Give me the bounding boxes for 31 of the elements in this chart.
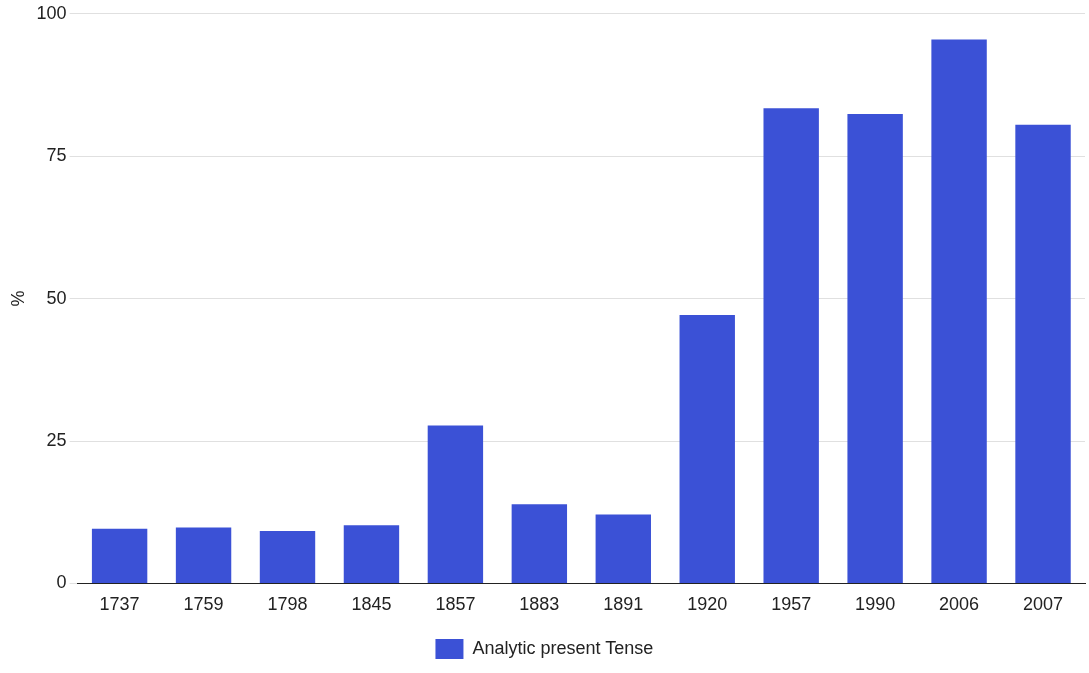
x-tick-label: 1845 bbox=[351, 594, 392, 615]
bar bbox=[679, 315, 735, 583]
bar bbox=[847, 114, 903, 583]
y-tick-label: 50 bbox=[46, 287, 67, 308]
x-tick-label: 1990 bbox=[855, 594, 896, 615]
bar bbox=[259, 531, 316, 583]
x-tick-label: 1798 bbox=[267, 594, 308, 615]
bar bbox=[91, 528, 148, 583]
y-tick-label: 75 bbox=[46, 145, 67, 166]
legend-label: Analytic present Tense bbox=[472, 637, 654, 658]
x-tick-label: 1857 bbox=[435, 594, 476, 615]
x-tick-label: 2006 bbox=[939, 594, 980, 615]
y-axis-title: % bbox=[7, 290, 28, 307]
x-tick-label: 1920 bbox=[687, 594, 728, 615]
bar bbox=[175, 527, 232, 583]
x-tick-label: 2007 bbox=[1023, 594, 1064, 615]
y-tick-label: 100 bbox=[36, 2, 67, 23]
bar bbox=[931, 39, 987, 583]
bar bbox=[511, 504, 568, 583]
x-tick-label: 1891 bbox=[603, 594, 644, 615]
x-tick-label: 1883 bbox=[519, 594, 560, 615]
bar bbox=[343, 525, 400, 583]
x-tick-label: 1759 bbox=[183, 594, 224, 615]
bar bbox=[1015, 124, 1071, 583]
bar bbox=[427, 425, 484, 583]
x-tick-label: 1737 bbox=[99, 594, 140, 615]
bar bbox=[763, 108, 819, 583]
x-tick-label: 1957 bbox=[771, 594, 812, 615]
bar bbox=[595, 514, 651, 583]
y-tick-label: 0 bbox=[56, 572, 67, 593]
y-tick-label: 25 bbox=[46, 429, 67, 450]
